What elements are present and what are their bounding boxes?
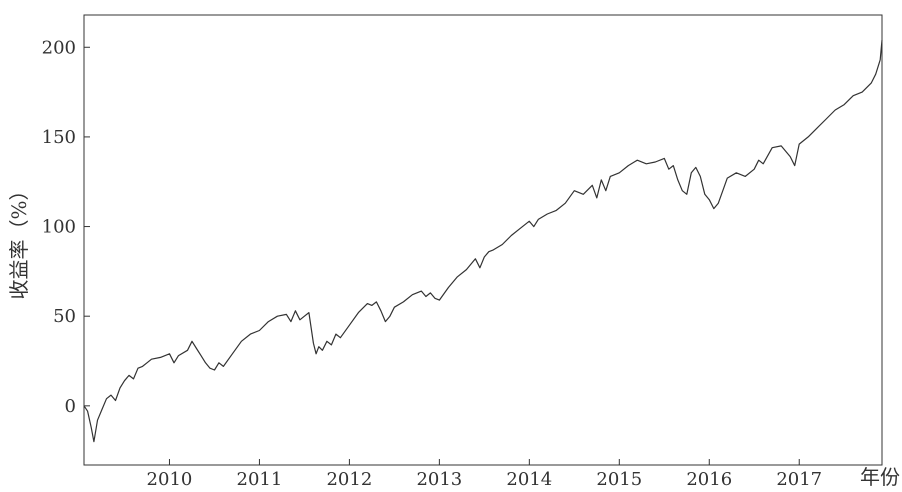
- x-axis: 2010 2011 2012 2013 2014 2015 2016 2017: [147, 459, 822, 490]
- y-tick-label: 100: [42, 217, 76, 238]
- x-tick-label: 2017: [776, 469, 822, 490]
- x-tick-label: 2011: [237, 469, 283, 490]
- y-tick-label: 150: [42, 127, 76, 148]
- x-tick-label: 2015: [596, 469, 642, 490]
- x-tick-label: 2010: [147, 469, 193, 490]
- series-line: [83, 40, 883, 443]
- y-tick-label: 50: [53, 306, 76, 327]
- x-tick-label: 2013: [416, 469, 462, 490]
- x-axis-label: 年份: [860, 465, 900, 489]
- y-tick-label: 200: [42, 37, 76, 58]
- y-axis: 0 50 100 150 200: [42, 37, 90, 417]
- y-tick-label: 0: [65, 396, 76, 417]
- series-layer: [83, 40, 883, 443]
- plot-frame: [83, 14, 883, 466]
- x-tick-label: 2014: [506, 469, 552, 490]
- y-axis-label: 收益率（%）: [7, 180, 31, 299]
- x-tick-label: 2012: [326, 469, 372, 490]
- x-tick-label: 2016: [686, 469, 732, 490]
